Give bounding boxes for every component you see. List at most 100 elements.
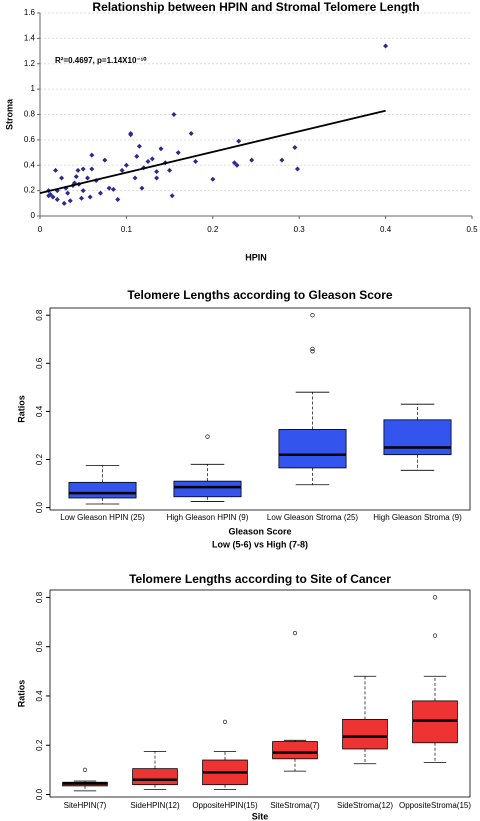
outlier [432, 633, 438, 638]
point [73, 174, 79, 180]
point [78, 195, 84, 201]
y-axis-label: Stroma [4, 98, 14, 130]
point [65, 190, 71, 196]
point [175, 150, 181, 156]
y-tick-label: 0.4 [35, 405, 44, 417]
point [89, 152, 95, 158]
x-tick-label: SiteStroma(7) [270, 801, 320, 810]
point [231, 160, 237, 166]
point [292, 144, 298, 150]
box [342, 718, 388, 750]
y-tick-label: 0.2 [24, 186, 36, 195]
chart-title: Telomere Lengths according to Site of Ca… [129, 572, 391, 586]
point [59, 175, 65, 181]
outlier [310, 346, 315, 351]
x-tick-label: High Gleason HPIN (9) [167, 513, 249, 522]
x-tick-label: SideHPIN(12) [130, 801, 180, 810]
point [210, 176, 216, 182]
chart-title: Relationship between HPIN and Stromal Te… [92, 0, 419, 14]
outlier [205, 434, 210, 439]
point [53, 167, 59, 173]
x-tick-label: Low Gleason HPIN (25) [60, 513, 145, 522]
y-tick-label: 0.2 [35, 739, 44, 751]
y-tick-label: 0.6 [35, 641, 44, 653]
y-tick-label: 0.8 [24, 110, 36, 119]
x-tick-label: SiteHPIN(7) [64, 801, 107, 810]
point [115, 197, 121, 203]
x-tick-label: 0.3 [294, 225, 306, 234]
point [236, 138, 242, 144]
x-axis-label: Gleason Score [228, 526, 291, 536]
x-tick-label: OppositeStroma(15) [399, 801, 471, 810]
x-axis-label: Site [252, 811, 269, 821]
point [50, 194, 56, 200]
y-tick-label: 1.4 [24, 33, 36, 42]
y-tick-label: 0.0 [35, 501, 44, 513]
point [279, 157, 285, 163]
point [145, 158, 151, 164]
point [134, 153, 140, 159]
outlier [222, 719, 228, 724]
y-tick-label: 1.6 [24, 8, 36, 17]
point [75, 167, 81, 173]
chart-title: Telomere Lengths according to Gleason Sc… [127, 288, 392, 302]
point [154, 175, 160, 181]
y-axis-label: Ratios [16, 395, 26, 423]
point [158, 146, 164, 152]
box [278, 429, 347, 469]
point [193, 158, 199, 164]
point [136, 143, 142, 149]
point [89, 166, 95, 172]
point [383, 43, 389, 49]
box [173, 480, 242, 498]
outlier [310, 349, 315, 354]
point [67, 198, 73, 204]
x-tick-label: 0.2 [207, 225, 219, 234]
point [132, 175, 138, 181]
point [110, 186, 116, 192]
y-tick-label: 0.6 [24, 135, 36, 144]
point [54, 197, 60, 203]
y-tick-label: 0.6 [35, 357, 44, 369]
outlier [310, 313, 315, 318]
x-tick-label: 0.5 [466, 225, 478, 234]
box [272, 741, 318, 760]
y-tick-label: 0.4 [35, 690, 44, 702]
outlier [292, 631, 298, 636]
y-tick-label: 0.4 [24, 160, 36, 169]
point [102, 157, 108, 163]
x-tick-label: 0.4 [380, 225, 392, 234]
point [149, 156, 155, 162]
point [154, 169, 160, 175]
point [97, 190, 103, 196]
y-tick-label: 0.2 [35, 453, 44, 465]
x-tick-label: Low Gleason Stroma (25) [267, 513, 358, 522]
y-tick-label: 0.8 [35, 309, 44, 321]
y-tick-label: 1.2 [24, 59, 36, 68]
point [249, 157, 255, 163]
box [68, 481, 137, 499]
point [106, 185, 112, 191]
y-tick-label: 0.0 [35, 788, 44, 800]
point [128, 132, 134, 138]
point [188, 131, 194, 137]
x-tick-label: 0.1 [121, 225, 133, 234]
point [85, 175, 91, 181]
plot-frame [49, 307, 471, 511]
outlier [82, 767, 88, 772]
point [167, 167, 173, 173]
x-tick-label: SideStroma(12) [337, 801, 393, 810]
point [234, 162, 240, 168]
x-tick-label: OppositeHPIN(15) [192, 801, 258, 810]
y-tick-label: 1 [31, 84, 36, 93]
x-tick-label: 0 [38, 225, 43, 234]
point [171, 112, 177, 117]
x-axis-label: HPIN [245, 252, 267, 262]
point [123, 162, 129, 168]
y-axis-label: Ratios [16, 680, 26, 708]
regression-line [39, 109, 386, 195]
point [139, 185, 145, 191]
x-tick-label: High Gleason Stroma (9) [373, 513, 462, 522]
point [294, 166, 300, 172]
